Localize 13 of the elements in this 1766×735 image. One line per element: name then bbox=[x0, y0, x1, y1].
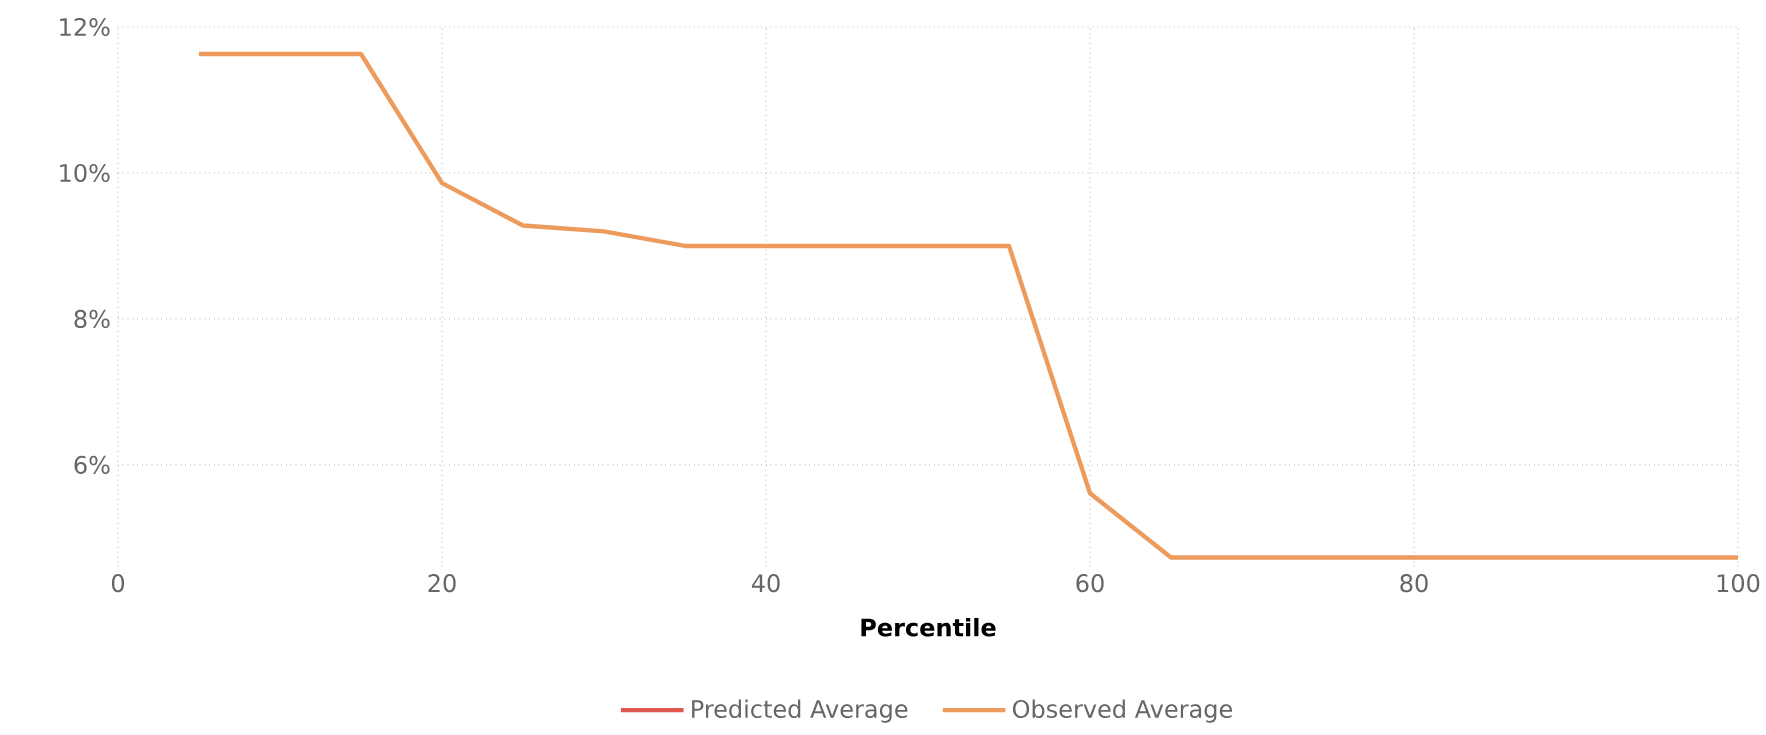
x-axis-title: Percentile bbox=[861, 617, 996, 637]
x-tick-label: 0 bbox=[111, 574, 125, 593]
y-tick-label: 6% bbox=[74, 455, 110, 474]
x-tick-label: 100 bbox=[1717, 574, 1760, 593]
legend-label: Predicted Average bbox=[692, 699, 908, 723]
x-tick-label: 60 bbox=[1076, 574, 1104, 593]
x-tick-label: 20 bbox=[428, 574, 456, 593]
y-tick-label: 12% bbox=[60, 17, 110, 37]
y-tick-label: 10% bbox=[60, 163, 110, 183]
legend-label: Observed Average bbox=[1012, 699, 1232, 723]
y-tick-label: 8% bbox=[74, 309, 110, 328]
x-tick-label: 80 bbox=[1400, 574, 1428, 593]
x-tick-label: 40 bbox=[751, 574, 780, 593]
